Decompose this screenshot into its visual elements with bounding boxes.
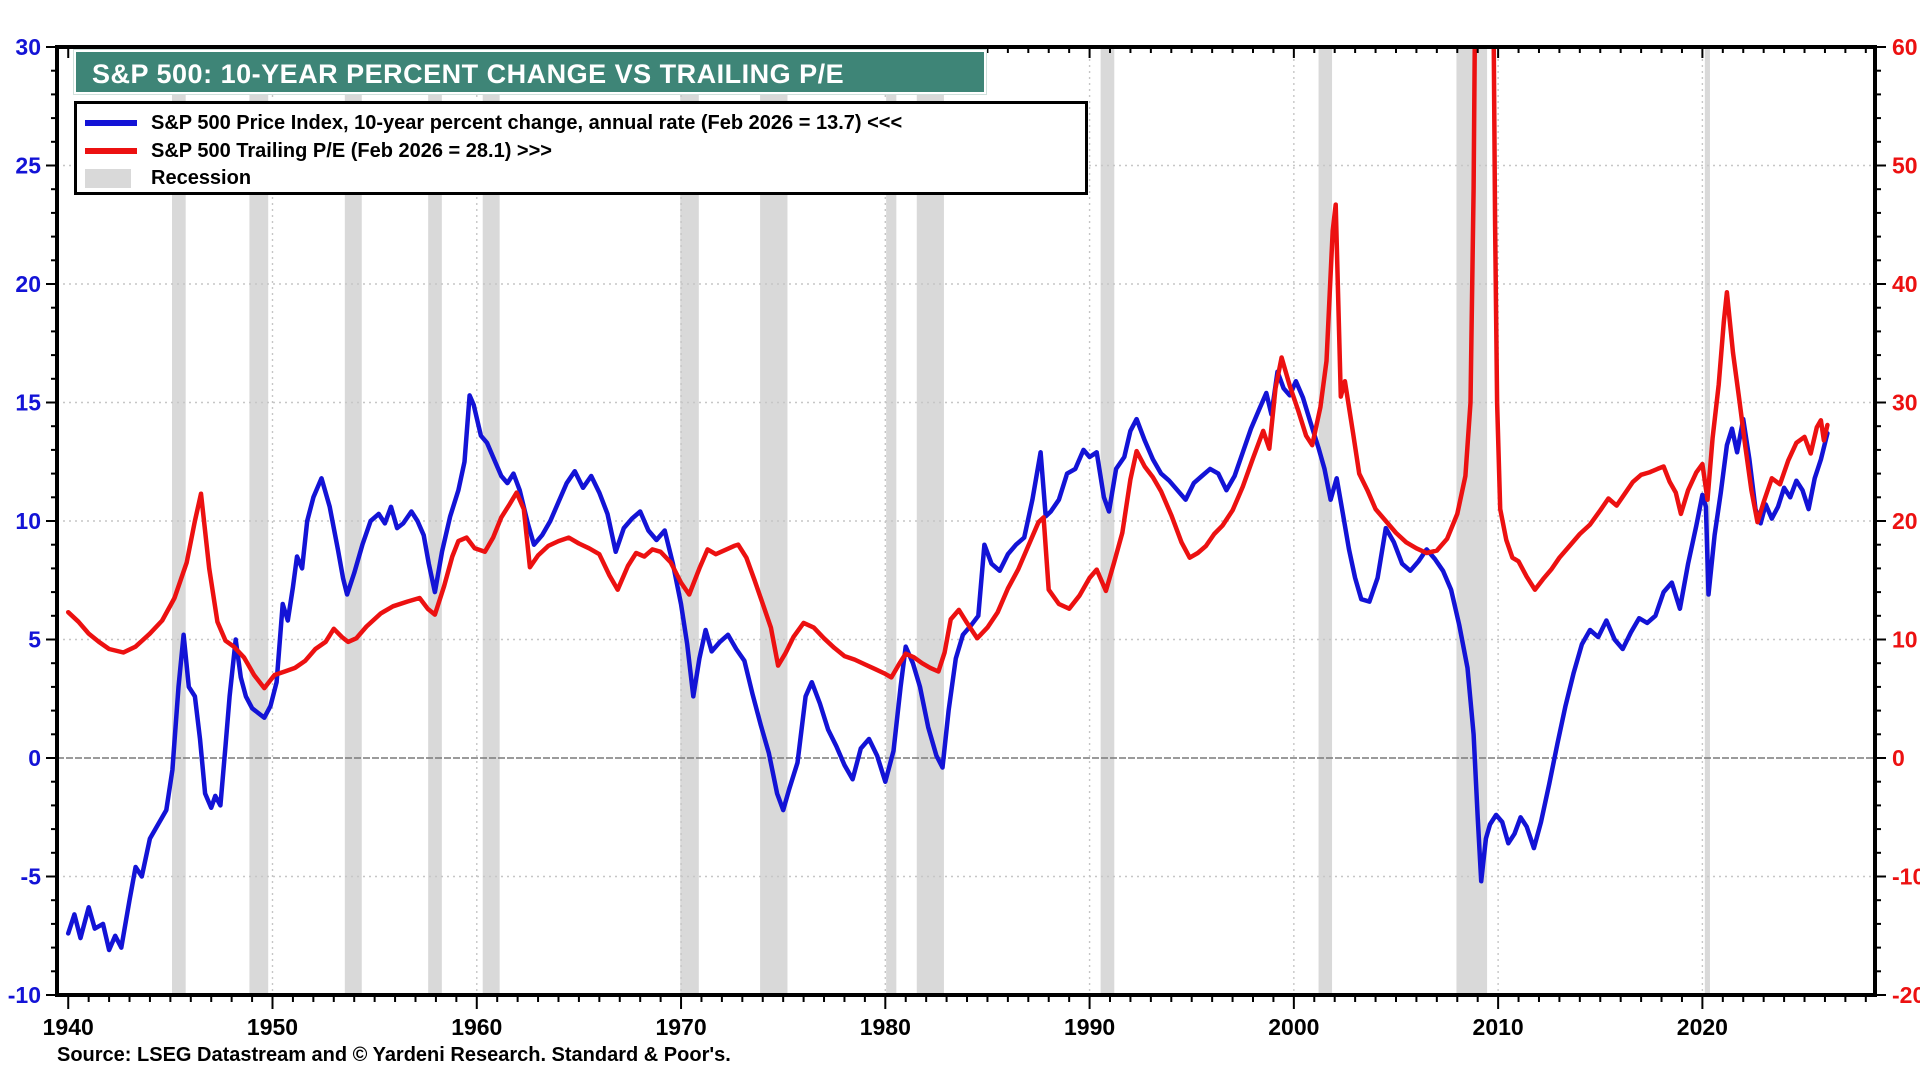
recession-band bbox=[249, 47, 269, 995]
right-axis-label: 50 bbox=[1892, 153, 1918, 179]
left-axis-label: 20 bbox=[15, 271, 41, 297]
right-axis-label: -10 bbox=[1892, 864, 1920, 890]
source-attribution: Source: LSEG Datastream and © Yardeni Re… bbox=[57, 1044, 731, 1067]
axis-labels: 302520151050-5-106050403020100-10-201940… bbox=[8, 34, 1920, 1040]
legend-item-price-index: S&P 500 Price Index, 10-year percent cha… bbox=[85, 109, 1075, 137]
x-axis-label: 1960 bbox=[451, 1014, 502, 1040]
right-axis-label: 20 bbox=[1892, 508, 1918, 534]
right-axis-label: 30 bbox=[1892, 390, 1918, 416]
recession-band-swatch-icon bbox=[85, 168, 131, 188]
right-axis-label: 60 bbox=[1892, 34, 1918, 60]
left-axis-label: -5 bbox=[21, 864, 42, 890]
red-line-swatch-icon bbox=[85, 148, 137, 154]
x-axis-label: 1990 bbox=[1064, 1014, 1115, 1040]
chart-title: S&P 500: 10-YEAR PERCENT CHANGE VS TRAIL… bbox=[73, 49, 987, 95]
legend-label: Recession bbox=[151, 166, 252, 189]
left-axis-label: 25 bbox=[15, 153, 41, 179]
x-axis-label: 2000 bbox=[1268, 1014, 1319, 1040]
trailing-pe-line bbox=[65, 47, 1830, 691]
x-axis-label: 1940 bbox=[43, 1014, 94, 1040]
right-axis-label: 40 bbox=[1892, 271, 1918, 297]
right-axis-label: 10 bbox=[1892, 627, 1918, 653]
left-axis-label: 10 bbox=[15, 508, 41, 534]
plot-region bbox=[57, 47, 1875, 995]
left-axis-label: 0 bbox=[28, 745, 41, 771]
price-change-line bbox=[65, 369, 1830, 953]
plot-border bbox=[55, 45, 1877, 997]
right-axis-label: -20 bbox=[1892, 982, 1920, 1008]
legend-item-trailing-pe: S&P 500 Trailing P/E (Feb 2026 = 28.1) >… bbox=[85, 137, 1075, 165]
left-axis-label: 15 bbox=[15, 390, 41, 416]
legend-label: S&P 500 Price Index, 10-year percent cha… bbox=[151, 111, 903, 134]
x-axis-label: 2010 bbox=[1473, 1014, 1524, 1040]
x-axis-label: 1980 bbox=[860, 1014, 911, 1040]
left-axis-label: -10 bbox=[8, 982, 41, 1008]
recession-band bbox=[760, 47, 788, 995]
left-axis-label: 5 bbox=[28, 627, 41, 653]
source-text: Source: LSEG Datastream and © Yardeni Re… bbox=[57, 1044, 731, 1066]
x-axis-label: 1970 bbox=[655, 1014, 706, 1040]
x-axis-label: 1950 bbox=[247, 1014, 298, 1040]
legend-item-recession: Recession bbox=[85, 165, 1075, 191]
left-axis-label: 30 bbox=[15, 34, 41, 60]
chart-legend: S&P 500 Price Index, 10-year percent cha… bbox=[74, 101, 1088, 195]
chart-title-text: S&P 500: 10-YEAR PERCENT CHANGE VS TRAIL… bbox=[92, 59, 845, 89]
axis-ticks bbox=[46, 46, 1886, 1009]
right-axis-label: 0 bbox=[1892, 745, 1905, 771]
blue-line-swatch-icon bbox=[85, 120, 137, 126]
legend-label: S&P 500 Trailing P/E (Feb 2026 = 28.1) >… bbox=[151, 139, 552, 162]
x-axis-label: 2020 bbox=[1677, 1014, 1728, 1040]
